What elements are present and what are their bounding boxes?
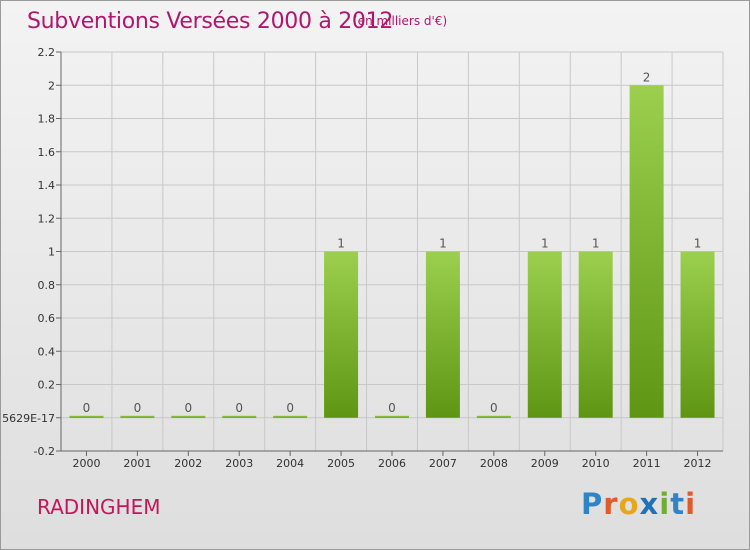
labels: -0.2 -1.15629E-17 0.2 0.4 0.6 0.8 1 1.2 1.4 1.6 1.… bbox=[1, 46, 712, 470]
axes bbox=[56, 51, 723, 456]
y-tick-label: 1.2 bbox=[38, 212, 56, 225]
data-label-2011: 2 bbox=[643, 70, 651, 84]
x-tick-label-2005: 2005 bbox=[327, 457, 355, 470]
bar-2011 bbox=[629, 85, 664, 418]
x-tick-label-2009: 2009 bbox=[531, 457, 559, 470]
x-tick-label-2000: 2000 bbox=[72, 457, 100, 470]
data-label-2000: 0 bbox=[83, 401, 91, 415]
bar-2007 bbox=[425, 251, 460, 418]
y-tick-label: 1.8 bbox=[38, 113, 56, 126]
data-label-2012: 1 bbox=[694, 237, 702, 251]
x-tick-label-2002: 2002 bbox=[174, 457, 202, 470]
x-tick-label-2006: 2006 bbox=[378, 457, 406, 470]
data-label-2002: 0 bbox=[184, 401, 192, 415]
y-tick-label: 1.6 bbox=[38, 146, 56, 159]
bar-2001 bbox=[120, 415, 155, 418]
y-tick-label: 2 bbox=[48, 79, 55, 92]
y-tick-label: -0.2 bbox=[34, 445, 55, 458]
y-tick-label: 0.2 bbox=[38, 379, 56, 392]
bar-2004 bbox=[273, 415, 308, 418]
x-tick-label-2003: 2003 bbox=[225, 457, 253, 470]
logo-letter: x bbox=[639, 487, 660, 521]
x-tick-label-2007: 2007 bbox=[429, 457, 457, 470]
bar-2008 bbox=[476, 415, 511, 418]
y-tick-label: 2.2 bbox=[38, 46, 56, 59]
y-tick-label: 1 bbox=[48, 246, 55, 259]
y-tick-label: -1.15629E-17 bbox=[1, 412, 55, 425]
data-label-2006: 0 bbox=[388, 401, 396, 415]
bar-2000 bbox=[69, 415, 104, 418]
x-tick-label-2004: 2004 bbox=[276, 457, 304, 470]
data-label-2010: 1 bbox=[592, 237, 600, 251]
data-label-2008: 0 bbox=[490, 401, 498, 415]
chart-subtitle: (en milliers d'€) bbox=[353, 14, 448, 28]
logo-letter: o bbox=[618, 487, 640, 521]
bar-2009 bbox=[527, 251, 562, 418]
logo-letter: i bbox=[659, 487, 671, 521]
x-tick-label-2008: 2008 bbox=[480, 457, 508, 470]
data-label-2001: 0 bbox=[134, 401, 142, 415]
bar-2003 bbox=[222, 415, 257, 418]
y-tick-label: 1.4 bbox=[38, 179, 56, 192]
data-label-2009: 1 bbox=[541, 237, 549, 251]
y-tick-label: 0.8 bbox=[38, 279, 56, 292]
y-tick-label: 0.4 bbox=[38, 345, 56, 358]
data-label-2005: 1 bbox=[337, 237, 345, 251]
bar-2005 bbox=[324, 251, 359, 418]
town-name: RADINGHEM bbox=[37, 495, 161, 519]
x-tick-label-2010: 2010 bbox=[582, 457, 610, 470]
x-tick-label-2001: 2001 bbox=[123, 457, 151, 470]
bar-2002 bbox=[171, 415, 206, 418]
data-label-2007: 1 bbox=[439, 237, 447, 251]
grid-lines bbox=[60, 51, 724, 452]
bar-2012 bbox=[680, 251, 715, 418]
logo-letter: t bbox=[670, 487, 686, 521]
logo-letter: i bbox=[685, 487, 697, 521]
bars bbox=[69, 85, 715, 418]
data-label-2004: 0 bbox=[286, 401, 294, 415]
data-label-2003: 0 bbox=[235, 401, 243, 415]
proxiti-logo: Proxiti bbox=[581, 487, 696, 521]
chart-title: Subventions Versées 2000 à 2012 bbox=[27, 9, 394, 34]
x-tick-label-2011: 2011 bbox=[633, 457, 661, 470]
logo-letter: P bbox=[581, 487, 604, 521]
bar-2006 bbox=[375, 415, 409, 418]
x-tick-label-2012: 2012 bbox=[684, 457, 712, 470]
logo-letter: r bbox=[603, 487, 619, 521]
bar-2010 bbox=[578, 251, 613, 418]
y-tick-label: 0.6 bbox=[38, 312, 56, 325]
